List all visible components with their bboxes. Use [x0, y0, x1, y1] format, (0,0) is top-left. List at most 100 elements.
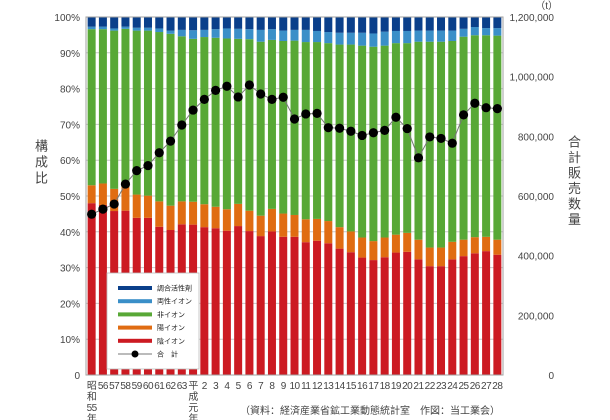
bar-segment: [335, 248, 344, 375]
legend-label: 非イオン: [157, 310, 185, 319]
bar-segment: [380, 31, 389, 46]
total-point: [98, 204, 108, 214]
bar-segment: [211, 206, 220, 229]
x-tick-label: 2: [202, 381, 208, 392]
bar-segment: [313, 17, 322, 31]
y-tick-label: 100%: [54, 13, 80, 24]
legend-swatch: [118, 325, 152, 330]
legend-label: 陰イオン: [157, 336, 185, 345]
bar-segment: [425, 17, 434, 31]
bar-segment: [279, 40, 288, 214]
total-point: [244, 80, 255, 90]
bar-segment: [493, 28, 502, 36]
y2-tick-label: 600,000: [518, 192, 555, 203]
bar-segment: [245, 231, 254, 375]
bar-segment: [189, 38, 198, 202]
total-point: [447, 138, 457, 148]
x-tick-label: 57: [109, 381, 120, 392]
bar-segment: [177, 36, 186, 202]
total-point: [132, 166, 142, 176]
bar-segment: [177, 29, 186, 37]
total-point: [402, 123, 412, 134]
bar-segment: [189, 201, 198, 225]
x-tick-label: 3: [213, 381, 219, 392]
bar-segment: [121, 28, 130, 188]
x-tick-label: 25: [458, 381, 469, 392]
bar-segment: [256, 41, 265, 216]
bar-segment: [346, 252, 355, 375]
x-tick-label: 62: [165, 381, 176, 392]
x-tick-label: 4: [224, 381, 230, 392]
total-point: [492, 103, 502, 114]
x-tick-label: 平成元年: [188, 381, 198, 420]
bar-segment: [279, 213, 288, 237]
y-tick-label: 20%: [60, 299, 80, 310]
bar-segment: [245, 17, 254, 30]
total-point: [380, 125, 390, 135]
bar-segment: [245, 39, 254, 211]
bar-segment: [121, 187, 130, 211]
bar-segment: [403, 251, 412, 375]
bar-segment: [256, 17, 265, 30]
y-tick-label: 30%: [60, 264, 80, 275]
bar-segment: [403, 30, 412, 44]
bar-segment: [222, 28, 231, 39]
bar-segment: [87, 29, 96, 186]
total-point: [323, 123, 333, 133]
total-point: [301, 109, 311, 119]
bar-segment: [222, 230, 231, 375]
bar-segment: [110, 28, 119, 31]
x-tick-label: 6: [247, 381, 253, 392]
bar-segment: [132, 30, 141, 195]
bar-segment: [256, 236, 265, 375]
bar-segment: [98, 204, 107, 375]
total-point: [211, 85, 221, 95]
bar-segment: [110, 30, 119, 189]
y-tick-label: 10%: [60, 335, 80, 346]
bar-segment: [290, 40, 299, 215]
bar-segment: [459, 28, 468, 37]
x-tick-label: 17: [368, 381, 379, 392]
y-tick-label: 80%: [60, 85, 80, 96]
bar-segment: [482, 236, 491, 252]
bar-segment: [200, 29, 209, 38]
bar-segment: [335, 17, 344, 33]
bar-segment: [346, 32, 355, 45]
bar-segment: [391, 17, 400, 31]
bar-segment: [470, 17, 479, 28]
bar-segment: [346, 231, 355, 253]
legend-swatch: [118, 286, 152, 290]
bar-segment: [143, 27, 152, 31]
bar-segment: [380, 257, 389, 375]
total-point: [470, 98, 480, 108]
y-tick-label: 50%: [60, 192, 80, 203]
bar-segment: [301, 42, 310, 220]
bar-segment: [482, 28, 491, 36]
x-tick-label: 59: [132, 381, 143, 392]
bar-segment: [155, 32, 164, 202]
bar-segment: [279, 236, 288, 375]
bar-segment: [403, 17, 412, 31]
bar-segment: [470, 237, 479, 254]
bar-segment: [121, 17, 130, 27]
bar-segment: [256, 29, 265, 42]
bar-segment: [267, 208, 276, 232]
bar-segment: [98, 183, 107, 205]
bar-segment: [324, 17, 333, 33]
total-point: [481, 103, 491, 113]
bar-segment: [414, 259, 423, 375]
bar-segment: [380, 17, 389, 32]
legend-label: 両性イオン: [157, 297, 192, 306]
bar-segment: [414, 30, 423, 42]
bar-segment: [324, 221, 333, 244]
total-point: [188, 105, 198, 115]
bar-segment: [267, 17, 276, 30]
x-tick-label: 56: [98, 381, 109, 392]
total-point: [368, 128, 378, 138]
bar-segment: [98, 26, 107, 30]
x-tick-label: 19: [391, 381, 402, 392]
bar-segment: [222, 17, 231, 29]
bar-segment: [335, 32, 344, 45]
legend-swatch: [118, 299, 152, 304]
